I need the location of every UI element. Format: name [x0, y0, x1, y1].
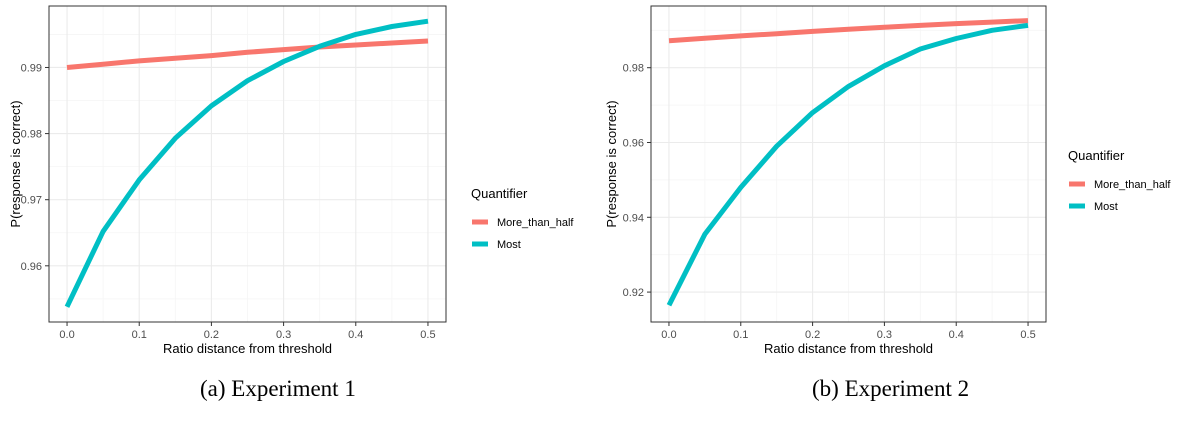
- legend-label: More_than_half: [1094, 179, 1171, 191]
- x-axis-title: Ratio distance from threshold: [163, 341, 332, 356]
- x-tick-label: 0.3: [877, 329, 892, 341]
- y-tick-label: 0.92: [623, 287, 644, 299]
- series-line-most: [64, 18, 429, 308]
- legend: Quantifier More_than_half Most: [1068, 148, 1171, 213]
- y-tick-label: 0.96: [623, 137, 644, 149]
- series-line-more-than-half: [66, 38, 429, 70]
- y-tick-label: 0.99: [21, 62, 42, 74]
- x-tick-label: 0.0: [661, 329, 676, 341]
- x-tick-label: 0.0: [59, 329, 74, 341]
- chart-experiment-2: 0.0 0.1 0.2 0.3 0.4 0.5 0.92 0.94 0.96 0.98 Ratio …: [604, 5, 1171, 401]
- y-tick-label: 0.97: [21, 195, 42, 207]
- x-tick-label: 0.4: [949, 329, 964, 341]
- series-line-most: [666, 22, 1029, 307]
- legend-label: More_than_half: [497, 217, 574, 229]
- legend-label: Most: [497, 239, 521, 251]
- y-tick-label: 0.94: [623, 212, 644, 224]
- figure-caption: (b) Experiment 2: [812, 376, 969, 401]
- y-axis-title: P(response is correct): [604, 100, 619, 227]
- chart-experiment-1: 0.0 0.1 0.2 0.3 0.4 0.5 0.96 0.97 0.98 0.99 Ratio …: [8, 5, 574, 401]
- x-tick-label: 0.1: [733, 329, 748, 341]
- x-tick-label: 0.4: [348, 329, 363, 341]
- y-tick-label: 0.98: [623, 63, 644, 75]
- legend-label: Most: [1094, 201, 1118, 213]
- y-tick-label: 0.96: [21, 261, 42, 273]
- x-tick-label: 0.1: [132, 329, 147, 341]
- x-tick-label: 0.2: [204, 329, 219, 341]
- plot-border: [48, 5, 447, 323]
- series-line-more-than-half: [668, 18, 1029, 44]
- y-axis-title: P(response is correct): [8, 100, 23, 227]
- legend: Quantifier More_than_half Most: [471, 186, 574, 251]
- legend-title: Quantifier: [1068, 148, 1125, 163]
- figure-caption: (a) Experiment 1: [200, 376, 356, 401]
- x-axis-title: Ratio distance from threshold: [764, 341, 933, 356]
- x-tick-label: 0.5: [1020, 329, 1035, 341]
- x-tick-label: 0.2: [805, 329, 820, 341]
- x-tick-label: 0.5: [420, 329, 435, 341]
- legend-title: Quantifier: [471, 186, 528, 201]
- y-tick-label: 0.98: [21, 129, 42, 141]
- plot-border: [650, 5, 1047, 323]
- x-tick-label: 0.3: [276, 329, 291, 341]
